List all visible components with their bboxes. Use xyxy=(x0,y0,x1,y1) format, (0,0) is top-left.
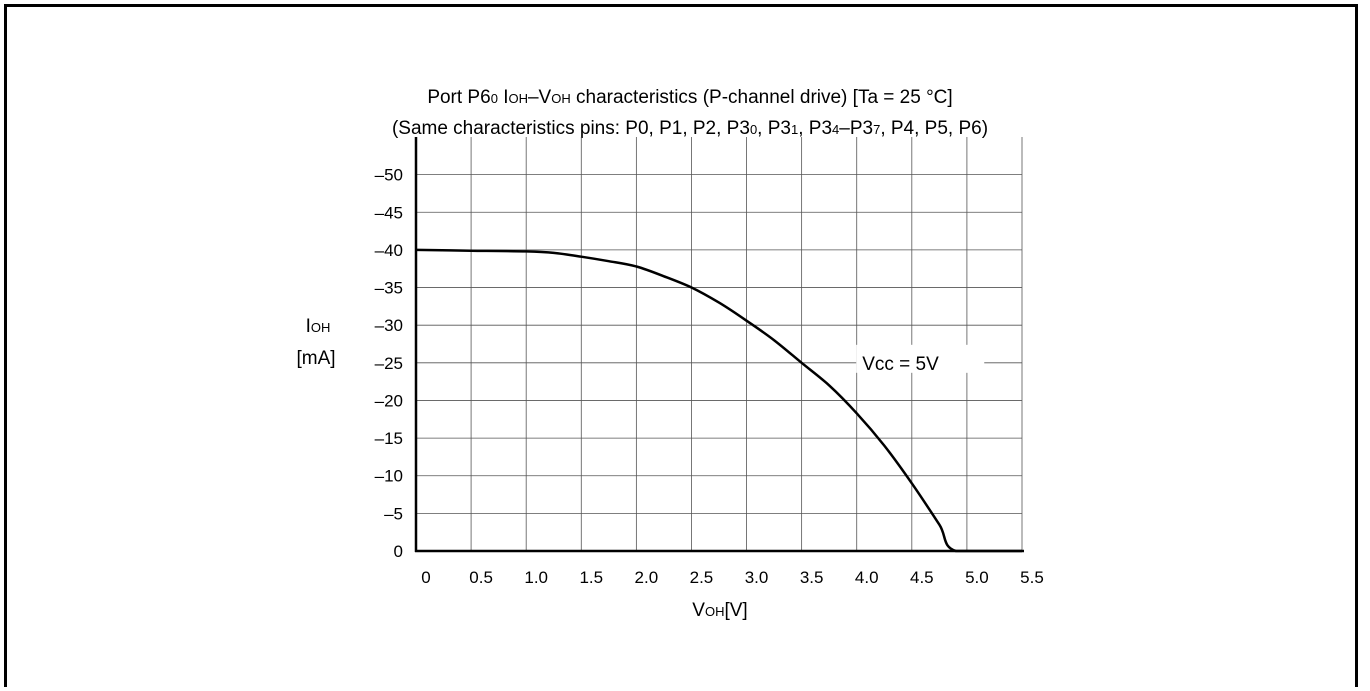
y-tick-label: –40 xyxy=(375,241,403,260)
x-tick-label: 0.5 xyxy=(469,568,493,587)
x-tick-label: 3.0 xyxy=(745,568,769,587)
y-tick-label: –15 xyxy=(375,429,403,448)
x-tick-label: 4.0 xyxy=(855,568,879,587)
x-tick-label: 5.5 xyxy=(1020,568,1044,587)
x-tick-label: 1.0 xyxy=(524,568,548,587)
x-tick-label: 2.0 xyxy=(635,568,659,587)
y-tick-label: –35 xyxy=(375,279,403,298)
y-tick-label: –25 xyxy=(375,354,403,373)
y-tick-label: –10 xyxy=(375,467,403,486)
series-annotation-label: Vcc = 5V xyxy=(862,354,939,375)
x-tick-labels: 0 0.5 1.0 1.5 2.0 2.5 3.0 3.5 4.0 4.5 5.0 5.5 xyxy=(421,568,1044,587)
x-tick-label: 2.5 xyxy=(690,568,714,587)
chart-subtitle: (Same characteristics pins: P0, P1, P2, … xyxy=(392,118,988,139)
y-axis-unit-label: [mA] xyxy=(296,348,335,369)
x-tick-label: 5.0 xyxy=(965,568,989,587)
grid-lines xyxy=(416,137,1023,551)
axes xyxy=(414,137,1024,553)
y-tick-labels: 0 –5 –10 –15 –20 –25 –30 –35 –40 –45 –50 xyxy=(375,166,403,561)
x-tick-label: 4.5 xyxy=(910,568,934,587)
x-axis-label: VOH[V] xyxy=(692,600,747,621)
series-lines xyxy=(415,248,1022,553)
figure-frame xyxy=(4,4,1358,687)
annotation-background xyxy=(856,344,985,373)
chart-title: Port P60 IOH–VOH characteristics (P-chan… xyxy=(427,87,952,108)
y-tick-label: –50 xyxy=(375,166,403,185)
x-tick-label: 0 xyxy=(421,568,430,587)
annotations: Vcc = 5V xyxy=(856,344,985,375)
y-tick-label: –20 xyxy=(375,391,403,410)
y-tick-label: 0 xyxy=(394,542,403,561)
x-tick-label: 3.5 xyxy=(800,568,824,587)
y-tick-label: –5 xyxy=(384,504,403,523)
x-tick-label: 1.5 xyxy=(579,568,603,587)
y-tick-label: –30 xyxy=(375,316,403,335)
y-tick-label: –45 xyxy=(375,203,403,222)
series-line xyxy=(415,248,1022,553)
y-axis-label: IOH xyxy=(306,316,331,337)
